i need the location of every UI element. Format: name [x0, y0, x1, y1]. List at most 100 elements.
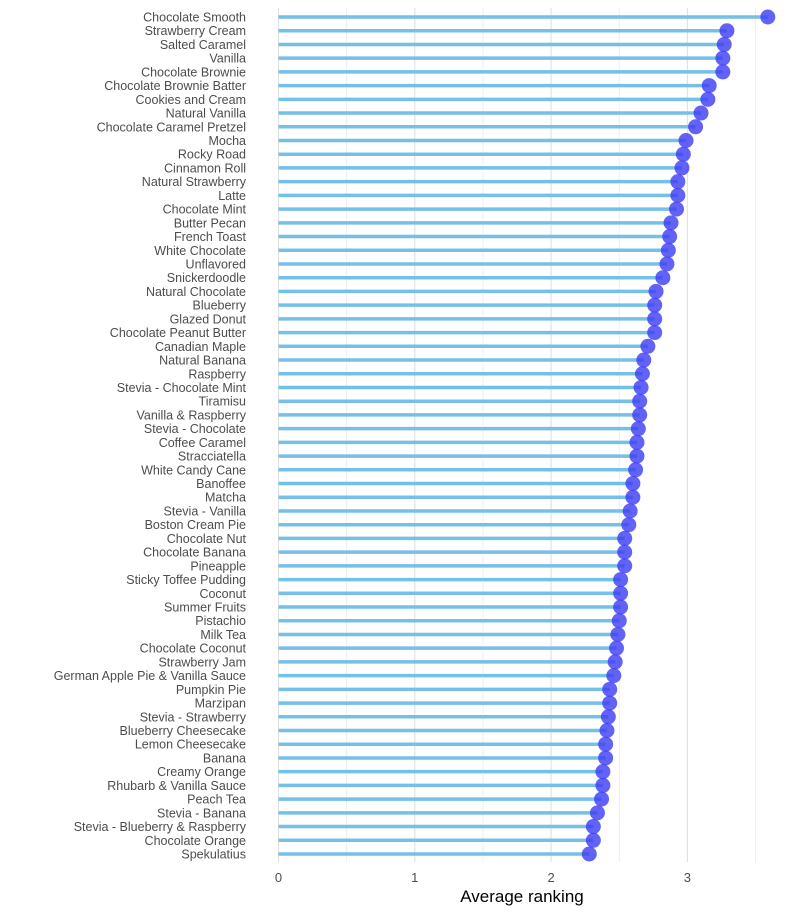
- point: [688, 119, 704, 135]
- y-tick-label: Butter Pecan: [174, 216, 246, 230]
- y-tick-label: Creamy Orange: [157, 765, 246, 779]
- y-tick-label: Unflavored: [186, 257, 246, 271]
- point: [715, 50, 731, 66]
- point: [632, 393, 648, 409]
- y-tick-label: Banoffee: [196, 477, 246, 491]
- y-tick-label: Chocolate Coconut: [140, 642, 247, 656]
- point: [655, 270, 671, 286]
- y-tick-label: Boston Cream Pie: [145, 518, 246, 532]
- y-tick-label: White Candy Cane: [141, 463, 246, 477]
- y-tick-label: Mocha: [208, 134, 246, 148]
- point: [625, 476, 641, 492]
- y-tick-label: Blueberry: [193, 299, 247, 313]
- point: [621, 517, 637, 533]
- y-tick-label: Salted Caramel: [160, 38, 246, 52]
- y-tick-label: Natural Banana: [159, 354, 246, 368]
- point: [674, 160, 690, 176]
- point: [617, 530, 633, 546]
- point: [648, 283, 664, 299]
- y-tick-label: Chocolate Brownie Batter: [104, 79, 246, 93]
- point: [581, 846, 597, 862]
- y-tick-label: Cinnamon Roll: [164, 161, 246, 175]
- y-tick-label: Matcha: [205, 491, 246, 505]
- y-tick-label: Blueberry Cheesecake: [120, 724, 247, 738]
- point: [675, 146, 691, 162]
- point: [701, 78, 717, 94]
- point: [633, 379, 649, 395]
- point: [634, 366, 650, 382]
- point: [585, 819, 601, 835]
- point: [693, 105, 709, 121]
- point: [700, 91, 716, 107]
- y-tick-label: Glazed Donut: [170, 312, 247, 326]
- point: [594, 791, 610, 807]
- y-tick-label: Raspberry: [188, 367, 246, 381]
- y-tick-label: Stracciatella: [178, 450, 246, 464]
- y-tick-label: German Apple Pie & Vanilla Sauce: [54, 669, 246, 683]
- y-tick-label: Canadian Maple: [155, 340, 246, 354]
- y-tick-label: Pineapple: [190, 559, 246, 573]
- point: [670, 187, 686, 203]
- point: [617, 544, 633, 560]
- point: [589, 805, 605, 821]
- x-tick-label: 3: [684, 870, 691, 885]
- point: [617, 558, 633, 574]
- y-tick-label: Marzipan: [195, 697, 246, 711]
- point: [659, 256, 675, 272]
- y-tick-label: Stevia - Banana: [157, 806, 246, 820]
- y-tick-label: Coconut: [199, 587, 246, 601]
- point: [629, 434, 645, 450]
- points: [581, 9, 776, 862]
- point: [599, 723, 615, 739]
- y-tick-label: Banana: [203, 751, 246, 765]
- y-tick-label: Sticky Toffee Pudding: [126, 573, 246, 587]
- point: [660, 242, 676, 258]
- point: [670, 174, 686, 190]
- point: [595, 764, 611, 780]
- y-tick-label: Natural Vanilla: [166, 107, 246, 121]
- y-tick-label: Vanilla & Raspberry: [136, 408, 246, 422]
- y-tick-label: Cookies and Cream: [136, 93, 246, 107]
- y-tick-label: Chocolate Brownie: [141, 65, 246, 79]
- point: [598, 750, 614, 766]
- x-axis-ticks: 0 1 2 3: [275, 870, 691, 885]
- y-tick-label: French Toast: [174, 230, 247, 244]
- y-tick-label: Chocolate Smooth: [143, 11, 246, 25]
- point: [610, 626, 626, 642]
- point: [647, 297, 663, 313]
- point: [663, 215, 679, 231]
- y-tick-label: Chocolate Caramel Pretzel: [97, 120, 246, 134]
- point: [647, 325, 663, 341]
- y-tick-label: Stevia - Chocolate Mint: [117, 381, 247, 395]
- y-tick-label: Stevia - Blueberry & Raspberry: [74, 820, 247, 834]
- y-tick-label: White Chocolate: [154, 244, 246, 258]
- point: [607, 654, 623, 670]
- y-tick-label: Chocolate Mint: [163, 203, 247, 217]
- y-tick-label: Milk Tea: [200, 628, 246, 642]
- x-tick-label: 1: [411, 870, 418, 885]
- point: [628, 462, 644, 478]
- y-tick-label: Spekulatius: [181, 848, 246, 862]
- point: [613, 572, 629, 588]
- y-tick-label: Chocolate Orange: [145, 834, 247, 848]
- point: [640, 338, 656, 354]
- y-tick-label: Peach Tea: [187, 793, 246, 807]
- y-tick-label: Snickerdoodle: [167, 271, 246, 285]
- y-tick-label: Latte: [218, 189, 246, 203]
- y-tick-label: Stevia - Vanilla: [164, 504, 246, 518]
- y-tick-label: Chocolate Nut: [167, 532, 247, 546]
- point: [629, 448, 645, 464]
- point: [613, 599, 629, 615]
- point: [668, 201, 684, 217]
- y-tick-label: Stevia - Strawberry: [140, 710, 247, 724]
- y-tick-label: Rocky Road: [178, 148, 246, 162]
- point: [719, 23, 735, 39]
- x-tick-label: 0: [275, 870, 282, 885]
- point: [611, 613, 627, 629]
- y-tick-label: Chocolate Peanut Butter: [110, 326, 246, 340]
- y-tick-label: Chocolate Banana: [143, 546, 246, 560]
- y-tick-label: Pumpkin Pie: [176, 683, 246, 697]
- y-tick-label: Strawberry Cream: [145, 24, 246, 38]
